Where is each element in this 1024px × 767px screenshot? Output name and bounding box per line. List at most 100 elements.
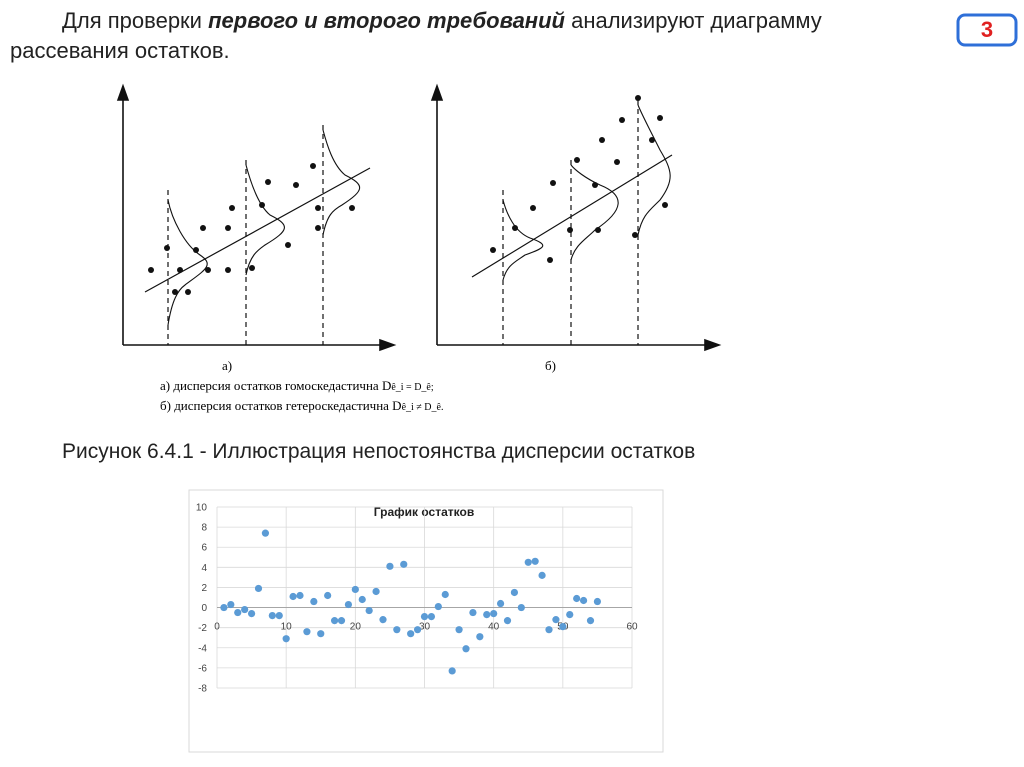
point: [559, 623, 567, 631]
y-tick-label: 2: [201, 583, 207, 594]
x-tick-label: 30: [419, 622, 431, 633]
slide-number: 3: [981, 17, 993, 42]
point: [510, 588, 519, 597]
point: [337, 617, 346, 625]
point: [324, 591, 332, 600]
point: [358, 595, 366, 604]
y-tick-label: -4: [198, 643, 207, 654]
distribution-curve: [322, 129, 361, 236]
x-tick-label: 40: [488, 622, 500, 633]
point: [261, 529, 270, 537]
point: [379, 616, 387, 624]
slide-badge: [956, 13, 1018, 47]
y-tick-label: 8: [201, 523, 207, 534]
distribution-curve: [502, 199, 544, 281]
legend-text: а) дисперсия остатков гомоскедастична D: [160, 378, 391, 393]
point: [503, 617, 512, 625]
point: [330, 617, 339, 625]
point: [310, 597, 318, 606]
point: [241, 605, 249, 614]
distribution-curve: [167, 199, 208, 326]
regression-line: [471, 154, 673, 278]
dashed-lines: [502, 100, 639, 345]
point: [296, 591, 304, 600]
point: [531, 557, 539, 565]
point: [400, 560, 408, 568]
diagram-b: [430, 83, 722, 352]
y-tick-label: 4: [201, 563, 207, 574]
point: [227, 600, 235, 609]
point: [573, 594, 581, 603]
arrow: [116, 83, 130, 101]
y-tick-label: 6: [201, 543, 207, 554]
point: [483, 610, 491, 619]
point: [434, 602, 442, 611]
point: [234, 608, 242, 617]
header-text: Для проверки: [62, 8, 208, 33]
legend-line: а) дисперсия остатков гомоскедастична Dê…: [160, 378, 434, 393]
point: [344, 600, 353, 609]
y-tick-label: -6: [198, 663, 207, 674]
point: [455, 626, 463, 634]
y-tick-label: 10: [196, 503, 208, 514]
figure-caption: Рисунок 6.4.1 - Иллюстрация непостоянств…: [62, 440, 695, 463]
chart-title: График остатков: [374, 505, 474, 519]
point: [420, 613, 429, 621]
point: [490, 609, 498, 618]
distribution-curve: [637, 104, 671, 236]
point: [441, 590, 449, 599]
distribution-curve: [570, 164, 619, 261]
diagram-label: б): [545, 358, 556, 373]
arrow: [430, 83, 444, 101]
x-tick-label: 60: [626, 622, 638, 633]
point: [247, 609, 256, 618]
point: [586, 617, 595, 625]
point: [289, 592, 297, 601]
point: [545, 626, 553, 634]
diagram-label: а): [222, 358, 232, 373]
point: [351, 585, 359, 594]
point: [303, 628, 311, 636]
header-text: анализируют диаграмму: [565, 8, 822, 33]
header-line1: Для проверки первого и второго требовани…: [62, 8, 822, 33]
chart: -8-6-4-202468100102030405060: [196, 503, 638, 695]
y-tick-label: -2: [198, 623, 207, 634]
point: [220, 603, 228, 612]
point: [427, 613, 436, 621]
point: [413, 626, 422, 634]
x-tick-label: 0: [214, 622, 220, 633]
legend-math: ê_i ≠ D_ê.: [402, 402, 444, 413]
point: [372, 587, 380, 596]
legend-line: б) дисперсия остатков гетероскедастична …: [160, 398, 443, 413]
x-tick-label: 10: [281, 622, 293, 633]
arrow: [379, 338, 397, 352]
point: [282, 635, 290, 643]
points: [148, 163, 355, 295]
point: [365, 606, 373, 615]
point: [579, 596, 588, 605]
y-tick-label: 0: [201, 603, 207, 614]
point: [386, 562, 394, 570]
point: [268, 612, 276, 620]
distribution-curve: [245, 164, 285, 276]
point: [476, 633, 484, 641]
point: [469, 608, 477, 617]
arrow: [704, 338, 722, 352]
point: [275, 612, 283, 620]
point: [566, 610, 574, 619]
point: [393, 626, 401, 634]
point: [317, 630, 325, 638]
point: [593, 597, 602, 606]
header-emphasis: первого и второго требований: [208, 8, 565, 33]
legend-text: б) дисперсия остатков гетероскедастична …: [160, 398, 402, 413]
point: [407, 630, 415, 638]
header-line2: рассевания остатков.: [10, 38, 230, 63]
point: [524, 558, 532, 566]
point: [517, 603, 525, 612]
point: [538, 571, 546, 579]
points: [490, 95, 668, 263]
point: [496, 599, 505, 608]
point: [462, 645, 470, 653]
y-tick-label: -8: [198, 684, 207, 695]
